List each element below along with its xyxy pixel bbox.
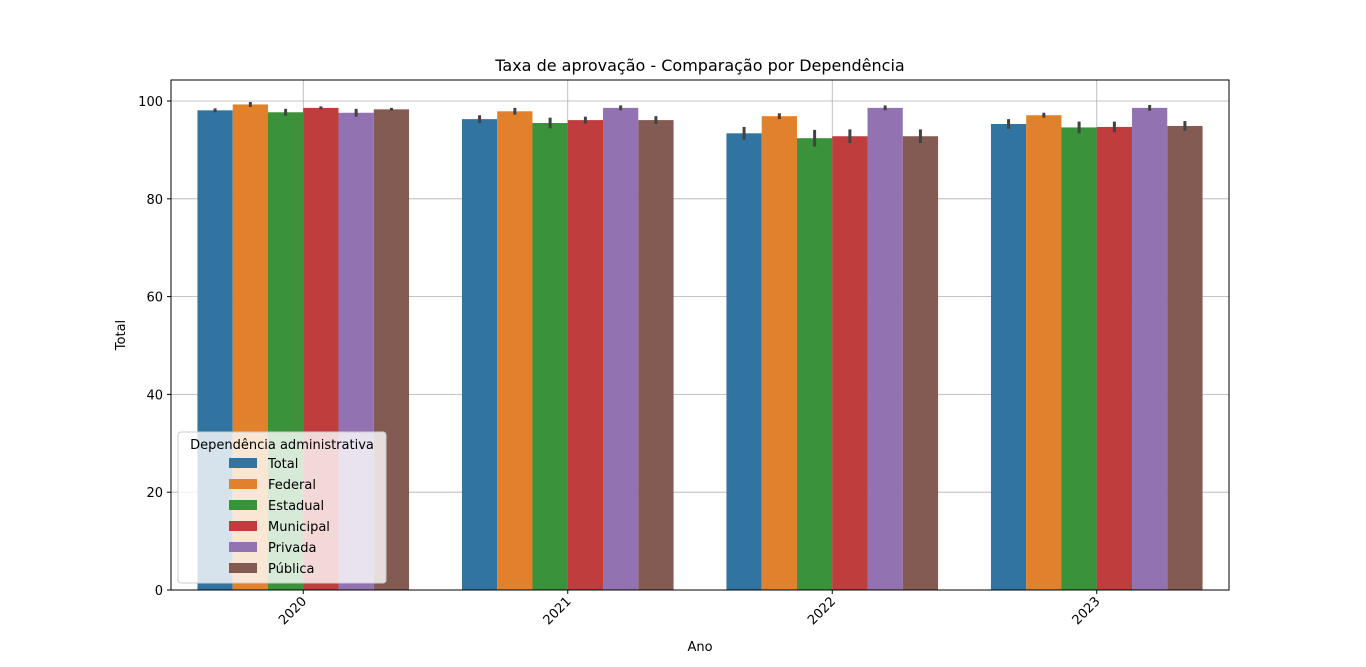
legend-label: Federal [268,478,316,493]
legend-label: Pública [268,562,314,577]
bar-federal-2021 [497,111,533,590]
legend-swatch [229,500,257,510]
y-tick-label: 40 [146,388,163,403]
x-tick-label: 2021 [541,594,575,628]
bar-municipal-2022 [832,136,868,590]
legend-swatch [229,542,257,552]
chart-title: Taxa de aprovação - Comparação por Depen… [494,56,904,75]
bar-total-2022 [726,133,762,591]
legend-label: Estadual [268,499,324,514]
bar-municipal-2021 [567,120,604,590]
error-bars [213,102,1187,147]
bar-pública-2021 [638,120,674,590]
bar-pública-2022 [902,136,939,590]
bar-pública-2023 [1167,125,1203,591]
y-tick-label: 0 [155,584,163,599]
legend-label: Municipal [268,520,330,535]
bar-estadual-2022 [796,138,833,590]
legend-swatch [229,521,257,531]
bar-total-2021 [461,119,498,591]
x-tick-label: 2022 [805,594,839,628]
bar-estadual-2023 [1061,127,1097,591]
bar-privada-2022 [867,107,903,590]
x-tick-label: 2023 [1070,594,1104,628]
y-tick-label: 20 [146,486,163,501]
x-axis-label: Ano [687,640,712,655]
y-tick-label: 80 [146,193,163,208]
bar-total-2023 [990,124,1027,591]
legend-label: Total [267,457,298,472]
y-axis-label: Total [114,320,129,351]
bar-municipal-2023 [1096,126,1133,590]
legend-swatch [229,563,257,573]
plot-frame [170,79,1230,591]
bar-federal-2022 [761,116,797,590]
y-axis: 0 20 40 60 80 100 [138,95,171,599]
bar-federal-2023 [1026,115,1062,590]
x-axis: 2020 2021 2022 2023 [276,590,1104,628]
bar-privada-2023 [1132,107,1168,590]
legend-label: Privada [268,541,316,556]
legend: Dependência administrativa Total Federal Es… [177,431,387,584]
bar-estadual-2021 [532,123,568,590]
y-tick-label: 60 [146,291,163,306]
x-tick-label: 2020 [276,594,310,628]
y-tick-label: 100 [138,95,163,110]
legend-swatch [229,479,257,489]
legend-title: Dependência administrativa [190,438,374,453]
bar-privada-2021 [603,107,639,590]
legend-swatch [229,458,257,468]
